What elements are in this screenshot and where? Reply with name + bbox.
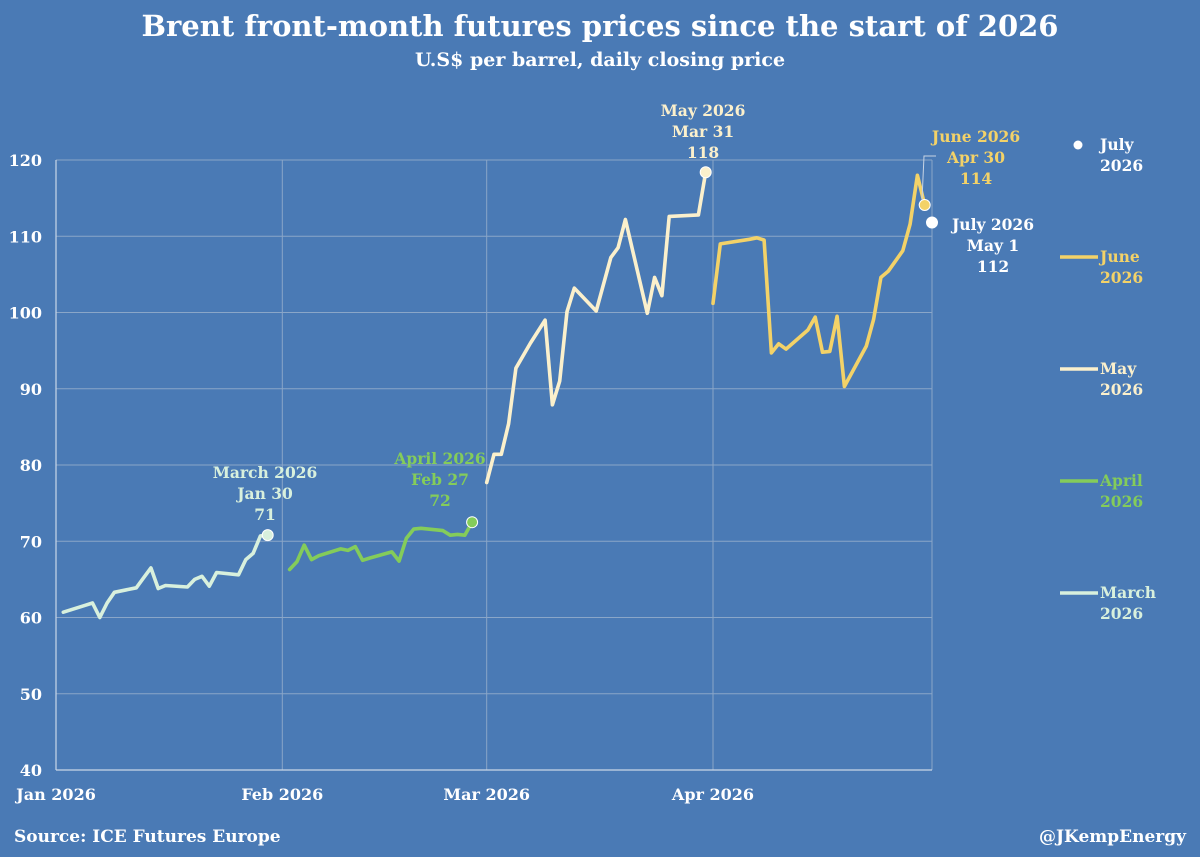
callout-april-2026-line: April 2026 [393, 449, 485, 468]
y-tick-label: 120 [9, 151, 42, 170]
y-tick-label: 70 [20, 532, 42, 551]
y-tick-label: 90 [20, 380, 42, 399]
y-tick-label: 100 [9, 304, 42, 323]
legend-label-june-2026: 2026 [1100, 268, 1143, 287]
callout-june-2026-line: June 2026 [930, 127, 1020, 146]
legend-label-july-2026: 2026 [1100, 156, 1143, 175]
callout-june-2026-line: Apr 30 [946, 148, 1005, 167]
legend-label-april-2026: 2026 [1100, 492, 1143, 511]
y-tick-label: 80 [20, 456, 42, 475]
callout-june-2026-line: 114 [960, 169, 993, 188]
callout-leader-june-2026 [921, 155, 936, 201]
callout-march-2026-line: Jan 30 [235, 484, 293, 503]
x-tick-label: Jan 2026 [14, 785, 96, 804]
legend-marker-july-2026 [1073, 140, 1083, 150]
series-line-march-2026 [61, 533, 270, 620]
x-tick-label: Feb 2026 [241, 785, 323, 804]
legend-label-march-2026: March [1100, 583, 1156, 602]
chart-title: Brent front-month futures prices since t… [142, 9, 1059, 43]
callout-july-2026-line: 112 [977, 257, 1009, 276]
legend-label-may-2026: May [1100, 359, 1137, 378]
y-tick-label: 50 [20, 685, 42, 704]
legend-label-march-2026: 2026 [1100, 604, 1143, 623]
callout-may-2026-line: 118 [687, 143, 719, 162]
series-line-june-2026 [711, 173, 927, 389]
callout-march-2026-line: March 2026 [213, 463, 318, 482]
legend-label-june-2026: June [1098, 247, 1140, 266]
callout-july-2026-line: July 2026 [950, 215, 1034, 234]
callout-march-2026-line: 71 [254, 505, 276, 524]
series-line-april-2026 [287, 520, 474, 572]
end-point-march-2026 [261, 529, 274, 542]
callout-may-2026-line: May 2026 [661, 101, 746, 120]
callout-april-2026-line: 72 [429, 491, 451, 510]
callout-july-2026-line: May 1 [967, 236, 1019, 255]
callout-april-2026-line: Feb 27 [411, 470, 469, 489]
end-point-may-2026 [699, 166, 712, 179]
y-tick-label: 40 [20, 761, 42, 780]
legend-label-may-2026: 2026 [1100, 380, 1143, 399]
end-point-april-2026 [466, 516, 479, 529]
x-tick-label: Mar 2026 [443, 785, 530, 804]
end-point-july-2026 [926, 216, 938, 229]
source-note: Source: ICE Futures Europe [14, 827, 281, 847]
end-point-june-2026 [918, 198, 931, 211]
series-line-may-2026 [484, 170, 708, 485]
legend-label-april-2026: April [1099, 471, 1143, 490]
y-tick-label: 110 [9, 227, 42, 246]
chart-subtitle: U.S$ per barrel, daily closing price [415, 49, 785, 71]
legend-label-july-2026: July [1098, 135, 1134, 154]
author-credit: @JKempEnergy [1039, 827, 1187, 847]
x-tick-label: Apr 2026 [671, 785, 754, 804]
callout-may-2026-line: Mar 31 [672, 122, 734, 141]
y-tick-label: 60 [20, 609, 42, 628]
